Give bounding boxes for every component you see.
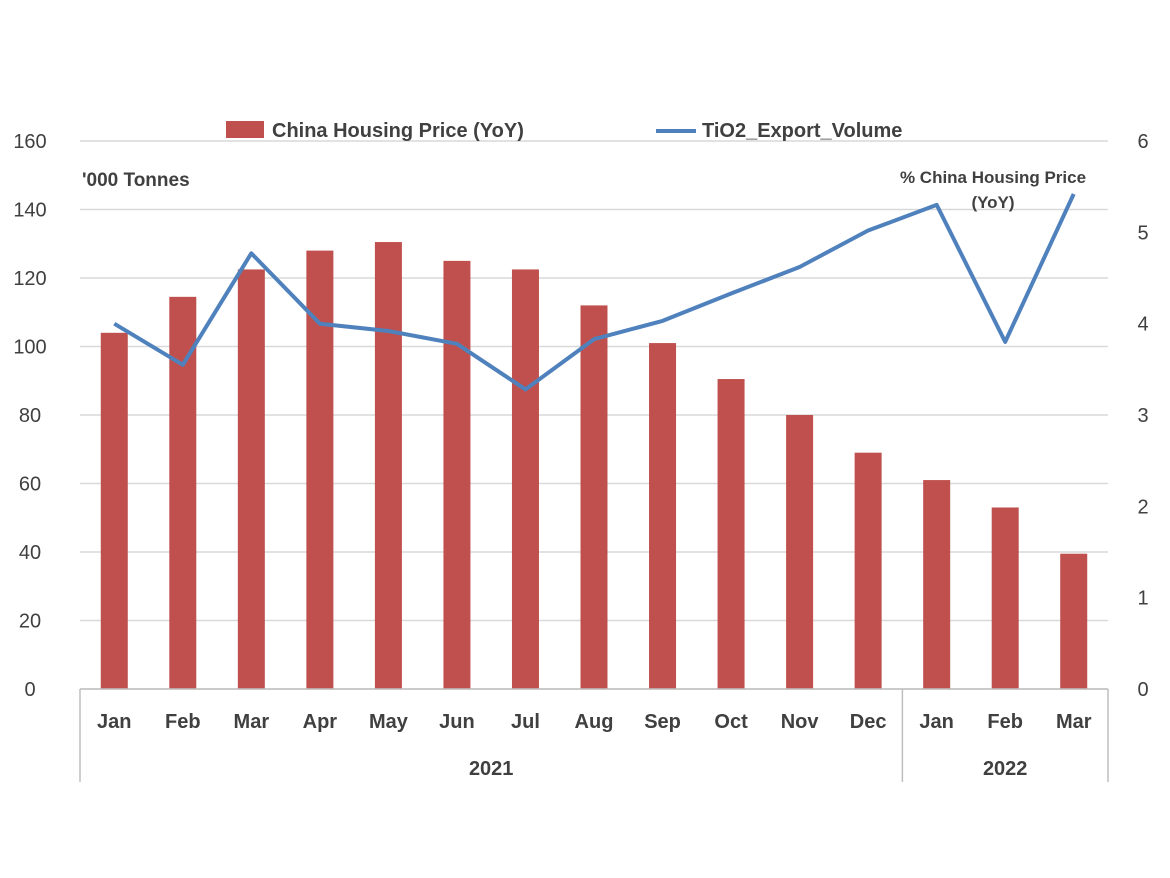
legend: China Housing Price (YoY) TiO2_Export_Vo… xyxy=(226,120,902,142)
category-label: Jan xyxy=(97,711,131,733)
bar xyxy=(923,480,951,689)
left-tick-label: 40 xyxy=(19,542,41,564)
bar xyxy=(169,296,197,689)
bar xyxy=(100,332,128,689)
left-tick-label: 60 xyxy=(19,474,41,496)
bar xyxy=(511,269,539,689)
bar xyxy=(580,305,608,689)
category-label: Aug xyxy=(575,711,614,733)
category-label: Mar xyxy=(234,711,270,733)
legend-line-label: TiO2_Export_Volume xyxy=(702,120,902,142)
right-tick-label: 5 xyxy=(1137,222,1148,244)
series-line xyxy=(113,193,1076,392)
category-label: Feb xyxy=(987,711,1023,733)
bar xyxy=(443,260,471,689)
bar xyxy=(237,269,265,689)
left-tick-label: 80 xyxy=(19,405,41,427)
right-tick-label: 4 xyxy=(1137,314,1148,336)
bar xyxy=(786,415,814,689)
bar xyxy=(854,452,882,689)
category-label: Sep xyxy=(644,711,681,733)
category-label: Jun xyxy=(439,711,475,733)
left-axis-title: '000 Tonnes xyxy=(82,170,190,191)
category-label: Jul xyxy=(511,711,540,733)
left-tick-label: 140 xyxy=(13,200,46,222)
legend-bar-swatch xyxy=(226,121,264,138)
category-label: Oct xyxy=(714,711,748,733)
right-tick-label: 2 xyxy=(1137,496,1148,518)
left-axis-ticks: 0 20 40 60 80 100 120 140 160 xyxy=(13,131,46,701)
line-series xyxy=(113,193,1076,392)
bar xyxy=(991,507,1019,689)
category-label: Feb xyxy=(165,711,201,733)
category-label: Apr xyxy=(303,711,338,733)
bar-series xyxy=(100,242,1088,689)
category-label: Mar xyxy=(1056,711,1092,733)
category-label: May xyxy=(369,711,409,733)
left-tick-label: 120 xyxy=(13,268,46,290)
left-tick-label: 160 xyxy=(13,131,46,153)
left-tick-label: 0 xyxy=(24,679,35,701)
right-axis-title-line1: % China Housing Price xyxy=(900,168,1086,187)
left-tick-label: 100 xyxy=(13,337,46,359)
category-label: Dec xyxy=(850,711,887,733)
right-tick-label: 3 xyxy=(1137,405,1148,427)
right-tick-label: 0 xyxy=(1137,679,1148,701)
bar xyxy=(717,379,745,689)
right-tick-label: 1 xyxy=(1137,588,1148,610)
bar xyxy=(374,242,402,689)
bar xyxy=(649,343,677,689)
bar xyxy=(1060,553,1088,689)
group-label: 2021 xyxy=(469,758,514,780)
legend-bar-label: China Housing Price (YoY) xyxy=(272,120,524,142)
group-label: 2022 xyxy=(983,758,1028,780)
category-label: Jan xyxy=(919,711,953,733)
right-axis-ticks: 0 1 2 3 4 5 6 xyxy=(1137,131,1148,701)
left-tick-label: 20 xyxy=(19,611,41,633)
category-label: Nov xyxy=(781,711,820,733)
x-axis: Jan Feb Mar Apr May Jun Jul Aug Sep Oct Nov Dec Jan F… xyxy=(79,688,1109,782)
right-tick-label: 6 xyxy=(1137,131,1148,153)
right-axis-title-line2: (YoY) xyxy=(971,193,1014,212)
